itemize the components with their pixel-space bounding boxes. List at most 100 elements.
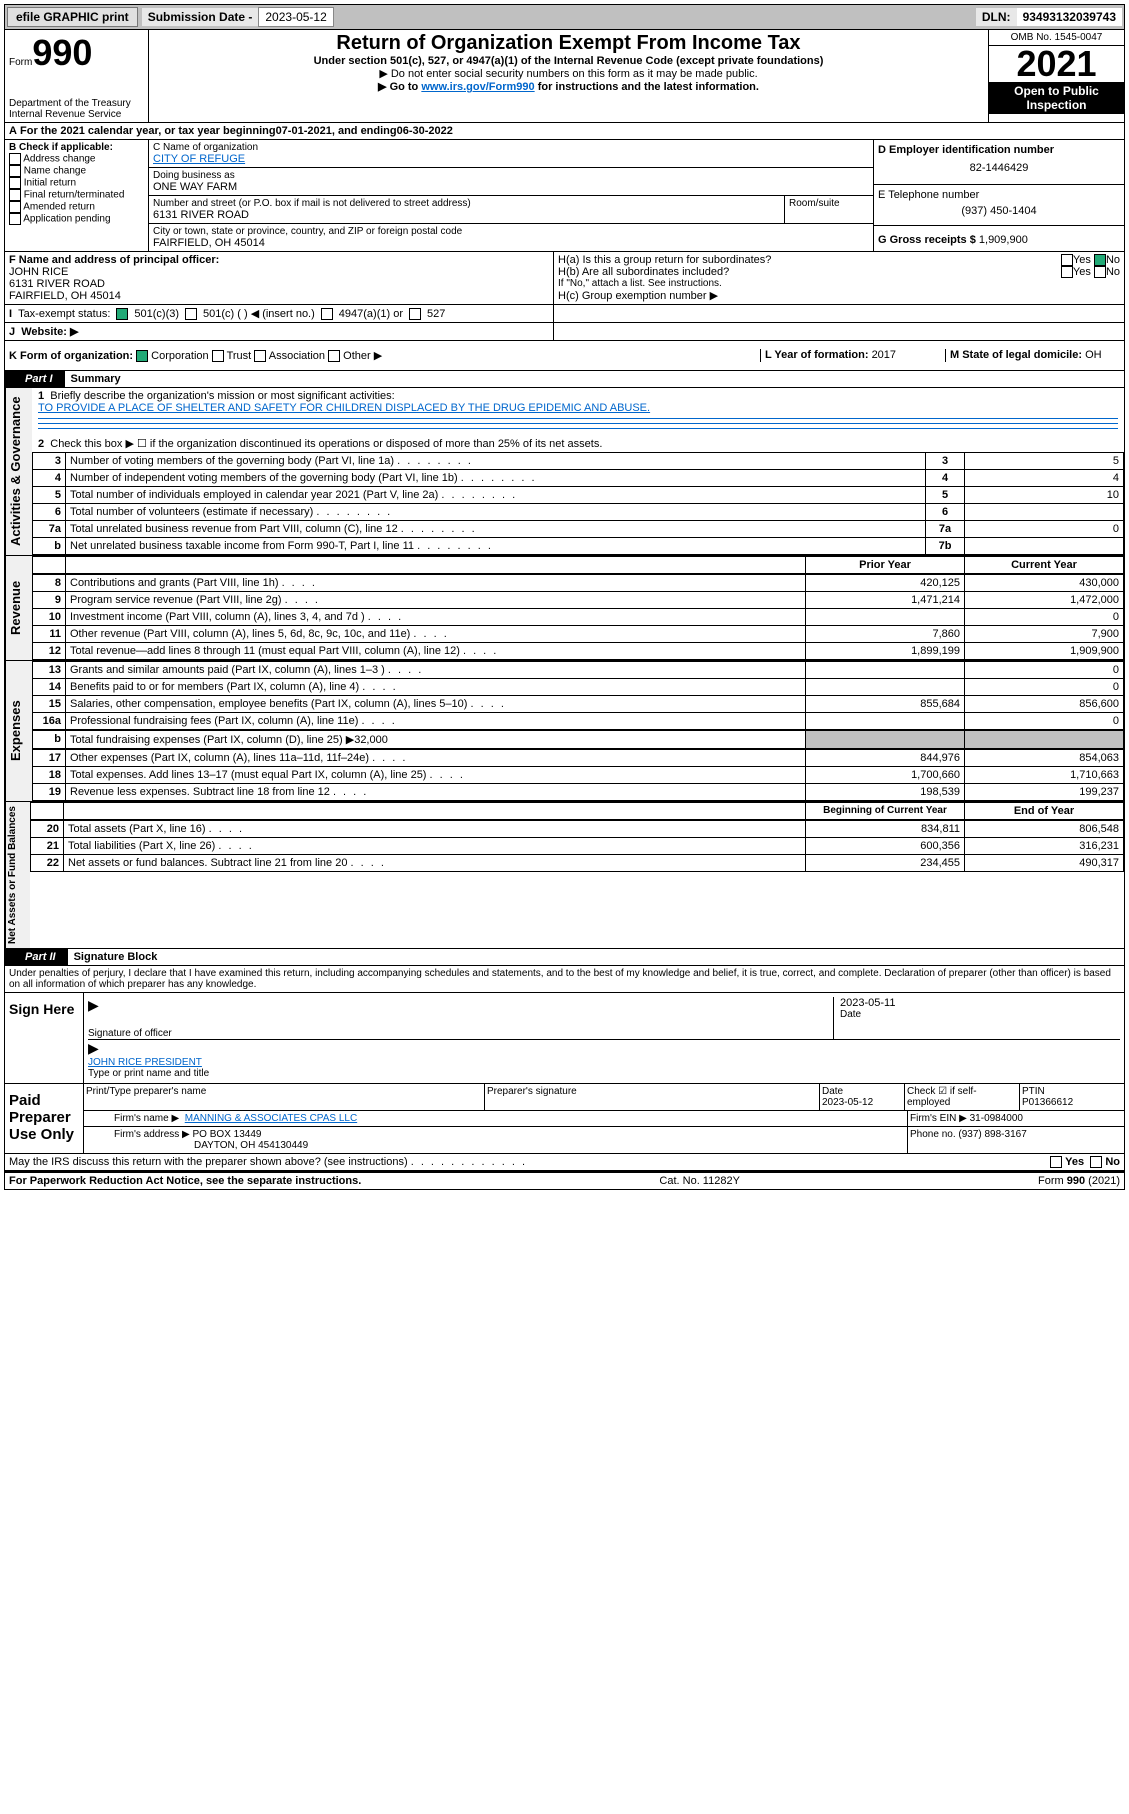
period-end: 06-30-2022: [397, 125, 453, 137]
part-ii-header: Part II Signature Block: [4, 949, 1125, 966]
box-b-item[interactable]: Address change: [9, 153, 144, 165]
summary-row: 9Program service revenue (Part VIII, lin…: [33, 592, 1124, 609]
line1-label: Briefly describe the organization's miss…: [50, 390, 394, 402]
ha-no-checkbox[interactable]: [1094, 254, 1106, 266]
part-i-header: Part I Summary: [4, 371, 1125, 388]
org-name[interactable]: CITY OF REFUGE: [153, 153, 869, 165]
year-formation: 2017: [872, 349, 896, 361]
street-label: Number and street (or P.O. box if mail i…: [153, 198, 780, 209]
other-checkbox[interactable]: [328, 350, 340, 362]
box-b-item[interactable]: Initial return: [9, 177, 144, 189]
submission-date-value: 2023-05-12: [258, 7, 333, 27]
box-hc-label: H(c) Group exemption number ▶: [558, 289, 1120, 302]
summary-row: 21Total liabilities (Part X, line 26) . …: [31, 838, 1124, 855]
discuss-yes-checkbox[interactable]: [1050, 1156, 1062, 1168]
4947-checkbox[interactable]: [321, 308, 333, 320]
summary-row: 15Salaries, other compensation, employee…: [33, 696, 1124, 713]
footer-left: For Paperwork Reduction Act Notice, see …: [9, 1175, 361, 1187]
assoc-checkbox[interactable]: [254, 350, 266, 362]
firm-phone: (937) 898-3167: [958, 1129, 1026, 1140]
527-checkbox[interactable]: [409, 308, 421, 320]
form-prefix: Form: [9, 57, 32, 68]
box-g-label: G Gross receipts $: [878, 234, 979, 246]
firm-addr1: PO BOX 13449: [193, 1129, 262, 1140]
box-b-item[interactable]: Application pending: [9, 213, 144, 225]
firm-name[interactable]: MANNING & ASSOCIATES CPAS LLC: [185, 1113, 357, 1124]
ein-value: 82-1446429: [878, 156, 1120, 180]
form-subtitle3: ▶ Go to www.irs.gov/Form990 for instruct…: [153, 80, 984, 93]
box-ha-label: H(a) Is this a group return for subordin…: [558, 254, 771, 266]
box-b-item[interactable]: Final return/terminated: [9, 189, 144, 201]
box-i-label: Tax-exempt status:: [18, 308, 110, 320]
box-d-label: D Employer identification number: [878, 144, 1120, 156]
box-b-item[interactable]: Name change: [9, 165, 144, 177]
prep-sig-label: Preparer's signature: [485, 1084, 820, 1110]
summary-row: 13Grants and similar amounts paid (Part …: [33, 662, 1124, 679]
city-value: FAIRFIELD, OH 45014: [153, 237, 869, 249]
state-domicile: OH: [1085, 349, 1102, 361]
summary-row: 22Net assets or fund balances. Subtract …: [31, 855, 1124, 872]
form-subtitle1: Under section 501(c), 527, or 4947(a)(1)…: [153, 55, 984, 67]
self-emp-check[interactable]: Check ☑ if self-employed: [905, 1084, 1020, 1110]
submission-date-label: Submission Date -: [142, 8, 259, 26]
entity-block: B Check if applicable: Address change Na…: [4, 140, 1125, 252]
arrow-icon: ▶: [88, 997, 99, 1013]
summary-row: 4Number of independent voting members of…: [33, 470, 1124, 487]
corp-checkbox[interactable]: [136, 350, 148, 362]
arrow-icon: ▶: [88, 1040, 99, 1056]
dept-treasury: Department of the Treasury: [9, 98, 144, 109]
summary-row: 7aTotal unrelated business revenue from …: [33, 521, 1124, 538]
footer-right: Form 990 (2021): [1038, 1175, 1120, 1187]
form-subtitle2: ▶ Do not enter social security numbers o…: [153, 67, 984, 80]
sig-officer-label: Signature of officer: [88, 1028, 833, 1039]
box-k-label: K Form of organization:: [9, 350, 133, 362]
summary-row: 12Total revenue—add lines 8 through 11 (…: [33, 643, 1124, 660]
dba-label: Doing business as: [153, 170, 869, 181]
line16b: Total fundraising expenses (Part IX, col…: [66, 731, 806, 749]
summary-row: 5Total number of individuals employed in…: [33, 487, 1124, 504]
hb-yes-checkbox[interactable]: [1061, 266, 1073, 278]
line2-text: Check this box ▶ ☐ if the organization d…: [50, 438, 602, 450]
ptin-value: P01366612: [1022, 1097, 1073, 1108]
discuss-no-checkbox[interactable]: [1090, 1156, 1102, 1168]
summary-row: 16aProfessional fundraising fees (Part I…: [33, 713, 1124, 730]
sig-date-value: 2023-05-11: [840, 997, 1120, 1009]
box-b-item[interactable]: Amended return: [9, 201, 144, 213]
side-label-expenses: Expenses: [5, 661, 32, 801]
501c-checkbox[interactable]: [185, 308, 197, 320]
phone-value: (937) 450-1404: [878, 201, 1120, 221]
summary-row: 18Total expenses. Add lines 13–17 (must …: [33, 767, 1124, 784]
declaration-text: Under penalties of perjury, I declare th…: [4, 966, 1125, 993]
box-hb-label: H(b) Are all subordinates included?: [558, 266, 729, 278]
side-label-activities: Activities & Governance: [5, 388, 32, 555]
period-mid: , and ending: [332, 125, 397, 137]
efile-print-button[interactable]: efile GRAPHIC print: [7, 7, 138, 27]
hb-no-checkbox[interactable]: [1094, 266, 1106, 278]
summary-row: 8Contributions and grants (Part VIII, li…: [33, 575, 1124, 592]
street-value: 6131 RIVER ROAD: [153, 209, 780, 221]
form-number: 990: [32, 32, 92, 73]
gross-receipts: 1,909,900: [979, 234, 1028, 246]
trust-checkbox[interactable]: [212, 350, 224, 362]
side-label-revenue: Revenue: [5, 556, 32, 660]
tax-year: 2021: [989, 46, 1124, 82]
paid-preparer-label: Paid Preparer Use Only: [5, 1084, 84, 1153]
summary-row: 17Other expenses (Part IX, column (A), l…: [33, 750, 1124, 767]
sig-date-label: Date: [840, 1009, 1120, 1020]
summary-row: 11Other revenue (Part VIII, column (A), …: [33, 626, 1124, 643]
ha-yes-checkbox[interactable]: [1061, 254, 1073, 266]
instructions-link[interactable]: www.irs.gov/Form990: [421, 81, 534, 93]
box-j-label: Website: ▶: [21, 326, 78, 338]
open-public: Open to Public: [1014, 84, 1099, 98]
501c3-checkbox[interactable]: [116, 308, 128, 320]
summary-row: 14Benefits paid to or for members (Part …: [33, 679, 1124, 696]
period-label: A For the 2021 calendar year, or tax yea…: [9, 125, 276, 137]
dln-label: DLN:: [976, 8, 1017, 26]
officer-addr1: 6131 RIVER ROAD: [9, 278, 549, 290]
firm-addr2: DAYTON, OH 454130449: [114, 1140, 308, 1151]
top-bar: efile GRAPHIC print Submission Date - 20…: [4, 4, 1125, 30]
form-title: Return of Organization Exempt From Incom…: [153, 32, 984, 55]
officer-printed: JOHN RICE PRESIDENT: [88, 1057, 1120, 1068]
city-label: City or town, state or province, country…: [153, 226, 869, 237]
sign-here-label: Sign Here: [5, 993, 84, 1083]
